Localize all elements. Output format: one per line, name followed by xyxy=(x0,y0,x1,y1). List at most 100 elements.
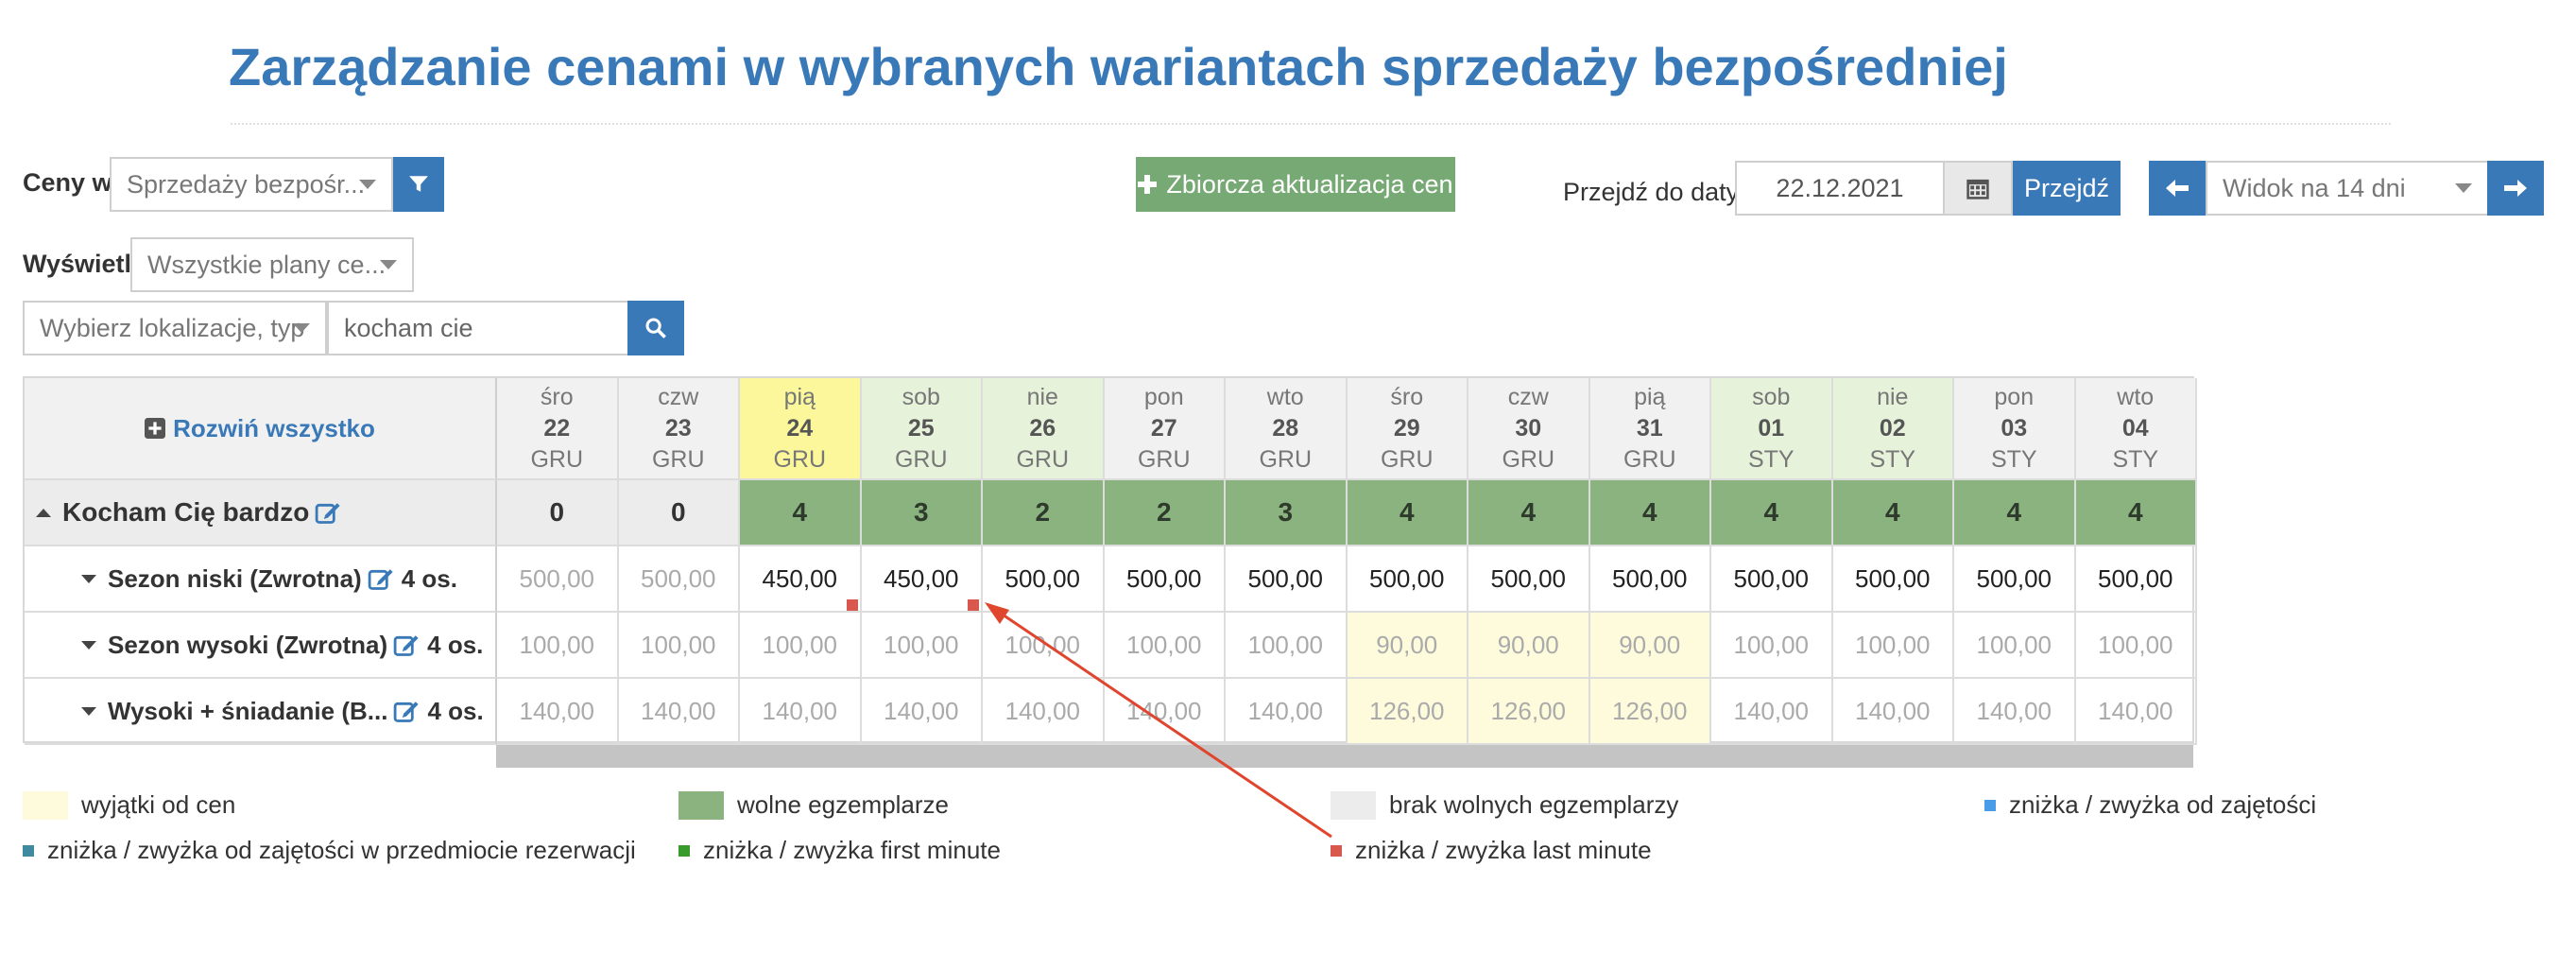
price-cell[interactable]: 126,00 xyxy=(1589,679,1711,745)
price-cell[interactable]: 100,00 xyxy=(1954,613,2076,679)
price-cell[interactable]: 140,00 xyxy=(2075,679,2197,745)
search-button[interactable] xyxy=(627,301,684,355)
availability-cell[interactable]: 4 xyxy=(740,480,862,546)
price-cell[interactable]: 140,00 xyxy=(1954,679,2076,745)
day-header: pią 24 GRU xyxy=(740,378,862,480)
price-cell[interactable]: 500,00 xyxy=(497,546,619,613)
horizontal-scrollbar[interactable] xyxy=(496,745,2193,768)
edit-icon[interactable] xyxy=(368,565,394,592)
rate-plan-name[interactable]: Wysoki + śniadanie (B... 4 os. xyxy=(25,679,497,745)
price-cell[interactable]: 500,00 xyxy=(1104,546,1226,613)
day-header: nie 02 STY xyxy=(1832,378,1954,480)
edit-icon[interactable] xyxy=(393,632,420,658)
price-cell[interactable]: 450,00 xyxy=(861,546,983,613)
price-cell[interactable]: 100,00 xyxy=(618,613,740,679)
goto-date-input[interactable]: 22.12.2021 xyxy=(1735,161,1945,216)
expand-all-button[interactable]: Rozwiń wszystko xyxy=(145,414,375,443)
day-number: 02 xyxy=(1879,414,1906,442)
availability-cell[interactable]: 4 xyxy=(2075,480,2197,546)
price-cell[interactable]: 100,00 xyxy=(983,613,1105,679)
previous-period-button[interactable] xyxy=(2149,161,2206,216)
day-of-week: wto xyxy=(1266,383,1304,410)
day-number: 27 xyxy=(1150,414,1177,442)
price-cell[interactable]: 100,00 xyxy=(861,613,983,679)
legend-no-free-units: brak wolnych egzemplarzy xyxy=(1331,790,1678,820)
price-cell[interactable]: 500,00 xyxy=(618,546,740,613)
edit-icon[interactable] xyxy=(315,499,341,526)
availability-cell[interactable]: 4 xyxy=(1347,480,1468,546)
next-period-button[interactable] xyxy=(2487,161,2544,216)
availability-cell[interactable]: 0 xyxy=(618,480,740,546)
availability-cell[interactable]: 3 xyxy=(1226,480,1348,546)
day-header: wto 28 GRU xyxy=(1226,378,1348,480)
price-cell[interactable]: 500,00 xyxy=(1226,546,1348,613)
price-cell[interactable]: 90,00 xyxy=(1468,613,1590,679)
price-cell[interactable]: 90,00 xyxy=(1347,613,1468,679)
price-cell[interactable]: 100,00 xyxy=(1104,613,1226,679)
expand-icon[interactable] xyxy=(81,574,96,583)
price-cell[interactable]: 140,00 xyxy=(1104,679,1226,745)
collapse-icon[interactable] xyxy=(36,508,51,517)
goto-date-button[interactable]: Przejdź xyxy=(2013,161,2121,216)
location-value: Wybierz lokalizacje, typ xyxy=(40,313,305,342)
price-cell[interactable]: 500,00 xyxy=(1468,546,1590,613)
room-row-name[interactable]: Kocham Cię bardzo xyxy=(25,480,497,546)
expand-icon[interactable] xyxy=(81,706,96,716)
expand-icon[interactable] xyxy=(81,640,96,650)
view-range-select[interactable]: Widok na 14 dni xyxy=(2206,161,2489,216)
price-cell[interactable]: 140,00 xyxy=(1832,679,1954,745)
price-cell[interactable]: 140,00 xyxy=(497,679,619,745)
price-cell[interactable]: 100,00 xyxy=(740,613,862,679)
bulk-price-update-label: Zbiorcza aktualizacja cen xyxy=(1166,169,1453,199)
location-select[interactable]: Wybierz lokalizacje, typ xyxy=(23,301,327,355)
rate-plan-name[interactable]: Sezon wysoki (Zwrotna) 4 os. xyxy=(25,613,497,679)
day-number: 25 xyxy=(907,414,935,442)
price-cell[interactable]: 100,00 xyxy=(497,613,619,679)
availability-cell[interactable]: 4 xyxy=(1711,480,1833,546)
availability-cell[interactable]: 4 xyxy=(1468,480,1590,546)
availability-cell[interactable]: 2 xyxy=(1104,480,1226,546)
price-cell[interactable]: 100,00 xyxy=(1832,613,1954,679)
chevron-down-icon xyxy=(293,323,310,333)
price-cell[interactable]: 126,00 xyxy=(1468,679,1590,745)
search-icon xyxy=(645,318,666,338)
price-cell[interactable]: 140,00 xyxy=(1711,679,1833,745)
rate-plans-select[interactable]: Wszystkie plany ce... xyxy=(130,237,414,292)
day-header: czw 23 GRU xyxy=(618,378,740,480)
rate-plan-name[interactable]: Sezon niski (Zwrotna) 4 os. xyxy=(25,546,497,613)
availability-cell[interactable]: 4 xyxy=(1832,480,1954,546)
edit-icon[interactable] xyxy=(393,698,420,724)
price-cell[interactable]: 100,00 xyxy=(1711,613,1833,679)
availability-cell[interactable]: 2 xyxy=(983,480,1105,546)
price-cell[interactable]: 500,00 xyxy=(1589,546,1711,613)
price-cell[interactable]: 100,00 xyxy=(1226,613,1348,679)
search-input[interactable]: kocham cie xyxy=(327,301,629,355)
day-header: pią 31 GRU xyxy=(1589,378,1711,480)
price-cell[interactable]: 500,00 xyxy=(1954,546,2076,613)
availability-cell[interactable]: 4 xyxy=(1589,480,1711,546)
day-of-week: pią xyxy=(783,383,816,410)
price-cell[interactable]: 126,00 xyxy=(1347,679,1468,745)
availability-cell[interactable]: 0 xyxy=(497,480,619,546)
prices-in-select[interactable]: Sprzedaży bezpośr... xyxy=(110,157,393,212)
availability-cell[interactable]: 4 xyxy=(1954,480,2076,546)
bulk-price-update-button[interactable]: Zbiorcza aktualizacja cen xyxy=(1136,157,1455,212)
filter-button[interactable] xyxy=(393,157,444,212)
price-cell[interactable]: 500,00 xyxy=(2075,546,2197,613)
calendar-button[interactable] xyxy=(1943,161,2013,216)
price-cell[interactable]: 450,00 xyxy=(740,546,862,613)
price-cell[interactable]: 500,00 xyxy=(1832,546,1954,613)
calendar-icon xyxy=(1966,179,1989,199)
price-cell[interactable]: 100,00 xyxy=(2075,613,2197,679)
price-cell[interactable]: 140,00 xyxy=(1226,679,1348,745)
price-cell[interactable]: 140,00 xyxy=(983,679,1105,745)
price-cell[interactable]: 500,00 xyxy=(1711,546,1833,613)
price-cell[interactable]: 500,00 xyxy=(1347,546,1468,613)
price-cell[interactable]: 140,00 xyxy=(618,679,740,745)
price-cell[interactable]: 140,00 xyxy=(740,679,862,745)
price-cell[interactable]: 90,00 xyxy=(1589,613,1711,679)
price-cell[interactable]: 500,00 xyxy=(983,546,1105,613)
day-of-week: pon xyxy=(1143,383,1184,410)
price-cell[interactable]: 140,00 xyxy=(861,679,983,745)
availability-cell[interactable]: 3 xyxy=(861,480,983,546)
